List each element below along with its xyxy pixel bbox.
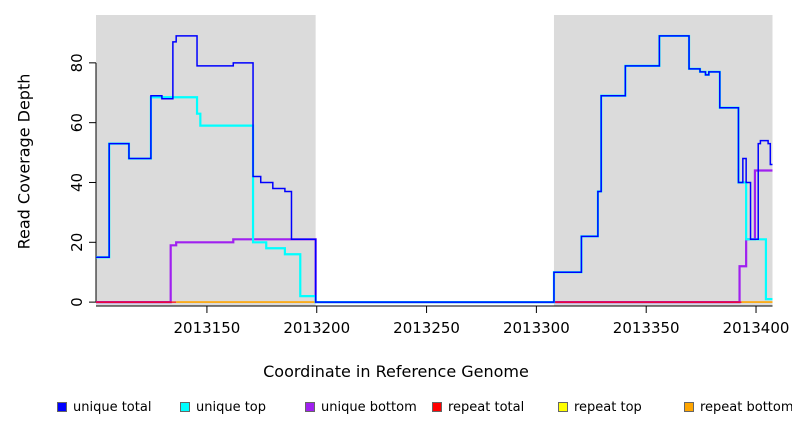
legend-label: unique top xyxy=(196,399,267,415)
x-tick-label: 2013200 xyxy=(283,319,350,337)
legend-label: repeat total xyxy=(448,399,525,415)
x-tick-label: 2013150 xyxy=(174,319,241,337)
legend-label: repeat bottom xyxy=(700,399,792,415)
legend-item-unique-total: unique total xyxy=(57,399,151,415)
legend-swatch xyxy=(57,402,67,412)
y-tick-label: 40 xyxy=(68,173,86,192)
legend-item-unique-top: unique top xyxy=(180,399,266,415)
highlight-region xyxy=(553,15,773,306)
legend: unique total unique top unique bottom repea… xyxy=(0,399,792,419)
legend-swatch xyxy=(684,402,694,412)
x-tick-label: 2013300 xyxy=(503,319,570,337)
legend-swatch xyxy=(432,402,442,412)
legend-label: unique bottom xyxy=(321,399,417,415)
legend-item-repeat-top: repeat top xyxy=(558,399,642,415)
y-tick-label: 0 xyxy=(68,297,86,307)
legend-item-repeat-total: repeat total xyxy=(432,399,524,415)
series-unique-total xyxy=(96,35,773,303)
x-tick-label: 2013250 xyxy=(393,319,460,337)
y-tick-label: 60 xyxy=(68,113,86,132)
y-axis-title: Read Coverage Depth xyxy=(14,73,34,250)
legend-label: unique total xyxy=(73,399,152,415)
y-tick-label: 80 xyxy=(68,53,86,72)
x-tick-label: 2013350 xyxy=(613,319,680,337)
legend-item-unique-bottom: unique bottom xyxy=(305,399,417,415)
x-axis-title: Coordinate in Reference Genome xyxy=(263,362,529,381)
legend-label: repeat top xyxy=(574,399,642,415)
x-tick-label: 2013400 xyxy=(723,319,790,337)
legend-swatch xyxy=(305,402,315,412)
legend-item-repeat-bottom: repeat bottom xyxy=(684,399,792,415)
legend-swatch xyxy=(180,402,190,412)
legend-swatch xyxy=(558,402,568,412)
y-tick-label: 20 xyxy=(68,233,86,252)
highlight-region xyxy=(96,15,316,306)
